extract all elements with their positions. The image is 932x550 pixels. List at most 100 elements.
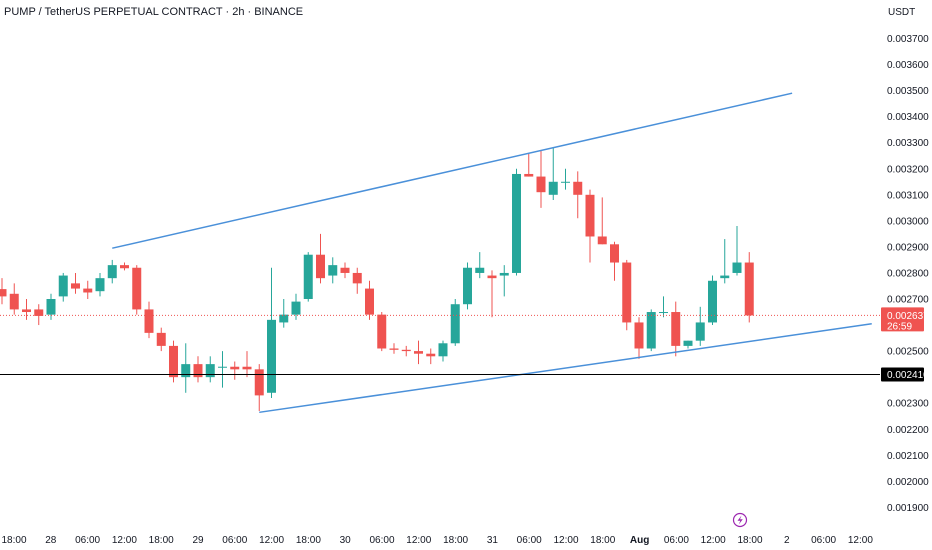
candle-body <box>487 275 497 279</box>
x-tick-label: 2 <box>784 535 790 546</box>
y-tick-label: 0.002700 <box>887 295 929 306</box>
candle[interactable] <box>205 356 215 383</box>
x-tick-label: 06:00 <box>811 535 836 546</box>
candle[interactable] <box>22 299 31 320</box>
candle-body <box>120 265 129 269</box>
candle[interactable] <box>291 293 301 320</box>
candle[interactable] <box>71 272 80 294</box>
candle[interactable] <box>169 340 178 383</box>
candle[interactable] <box>475 252 485 279</box>
candle-body <box>181 364 191 378</box>
candle[interactable] <box>487 270 497 318</box>
candle[interactable] <box>377 312 387 352</box>
candle-body <box>132 267 142 310</box>
candle-body <box>291 301 301 315</box>
candle[interactable] <box>732 226 742 276</box>
candle[interactable] <box>524 153 534 177</box>
candle[interactable] <box>365 280 374 320</box>
candle-body <box>377 314 387 349</box>
candle[interactable] <box>708 275 717 326</box>
candle[interactable] <box>328 257 338 284</box>
candle[interactable] <box>193 356 203 383</box>
currency-label: USDT <box>888 7 916 18</box>
y-tick-label: 0.002300 <box>887 399 929 410</box>
candle[interactable] <box>389 343 399 354</box>
candle[interactable] <box>426 348 436 365</box>
candle[interactable] <box>120 262 129 271</box>
candle[interactable] <box>646 309 656 352</box>
x-tick-label: 06:00 <box>222 535 247 546</box>
candle[interactable] <box>316 233 325 284</box>
y-tick-label: 0.002000 <box>887 477 929 488</box>
candle[interactable] <box>499 265 509 297</box>
trendline[interactable] <box>259 323 872 414</box>
candle[interactable] <box>414 340 423 365</box>
candle-body <box>46 299 56 315</box>
candle[interactable] <box>463 262 472 310</box>
x-tick-label: 18:00 <box>1 535 26 546</box>
x-tick-label: 18:00 <box>443 535 468 546</box>
y-tick-label: 0.002500 <box>887 347 929 358</box>
candle[interactable] <box>597 197 607 245</box>
candle[interactable] <box>267 267 276 398</box>
candle[interactable] <box>573 171 583 219</box>
candle-body <box>328 265 338 276</box>
candle[interactable] <box>254 364 264 412</box>
candle[interactable] <box>438 340 448 362</box>
candle[interactable] <box>279 299 289 328</box>
candle[interactable] <box>610 241 619 281</box>
candle-body <box>303 254 313 299</box>
candle[interactable] <box>536 150 546 208</box>
candle[interactable] <box>83 280 93 299</box>
candle-body <box>340 267 350 273</box>
candle[interactable] <box>622 259 632 331</box>
candle[interactable] <box>512 168 521 276</box>
candle-body <box>744 262 754 316</box>
candle-body <box>193 364 203 378</box>
candle-body <box>34 309 44 316</box>
candle[interactable] <box>659 296 668 318</box>
candle-body <box>634 322 644 349</box>
candle[interactable] <box>401 345 411 357</box>
candle[interactable] <box>218 351 227 388</box>
candle[interactable] <box>340 262 350 279</box>
candle[interactable] <box>58 272 68 302</box>
candle[interactable] <box>683 340 693 349</box>
candle[interactable] <box>95 272 105 297</box>
price-axis[interactable]: 0.003700 0.003600 0.003500 0.003400 0.003300… <box>881 34 929 514</box>
x-tick-label: 28 <box>45 535 57 546</box>
candle[interactable] <box>561 168 570 190</box>
candle[interactable] <box>450 299 460 346</box>
candle-body <box>720 275 730 279</box>
candle[interactable] <box>230 361 240 380</box>
candle[interactable] <box>744 252 754 323</box>
candle[interactable] <box>107 259 117 284</box>
candle[interactable] <box>352 267 362 294</box>
candle[interactable] <box>671 301 681 357</box>
candle[interactable] <box>720 239 730 284</box>
candle[interactable] <box>0 278 7 305</box>
candle[interactable] <box>132 265 142 315</box>
candle[interactable] <box>695 306 705 346</box>
candle[interactable] <box>34 304 44 326</box>
candle[interactable] <box>144 301 154 339</box>
trendline[interactable] <box>112 92 793 249</box>
candle-body <box>9 293 19 310</box>
level-badge <box>881 367 924 382</box>
candle[interactable] <box>156 327 166 352</box>
candle[interactable] <box>585 189 595 263</box>
candle[interactable] <box>46 293 56 320</box>
lightning-icon[interactable] <box>732 512 748 528</box>
candle[interactable] <box>303 252 313 302</box>
candle-body <box>316 254 325 279</box>
candle-body <box>71 283 80 289</box>
candle-body <box>144 309 154 333</box>
time-axis[interactable]: 18:00 28 06:00 12:00 18:00 29 06:00 12:00 18:00 3… <box>1 535 873 546</box>
candle[interactable] <box>181 343 191 393</box>
candle[interactable] <box>242 351 252 378</box>
candle[interactable] <box>634 317 644 359</box>
candle[interactable] <box>9 283 19 315</box>
x-tick-label: 18:00 <box>590 535 615 546</box>
candle[interactable] <box>548 147 558 201</box>
